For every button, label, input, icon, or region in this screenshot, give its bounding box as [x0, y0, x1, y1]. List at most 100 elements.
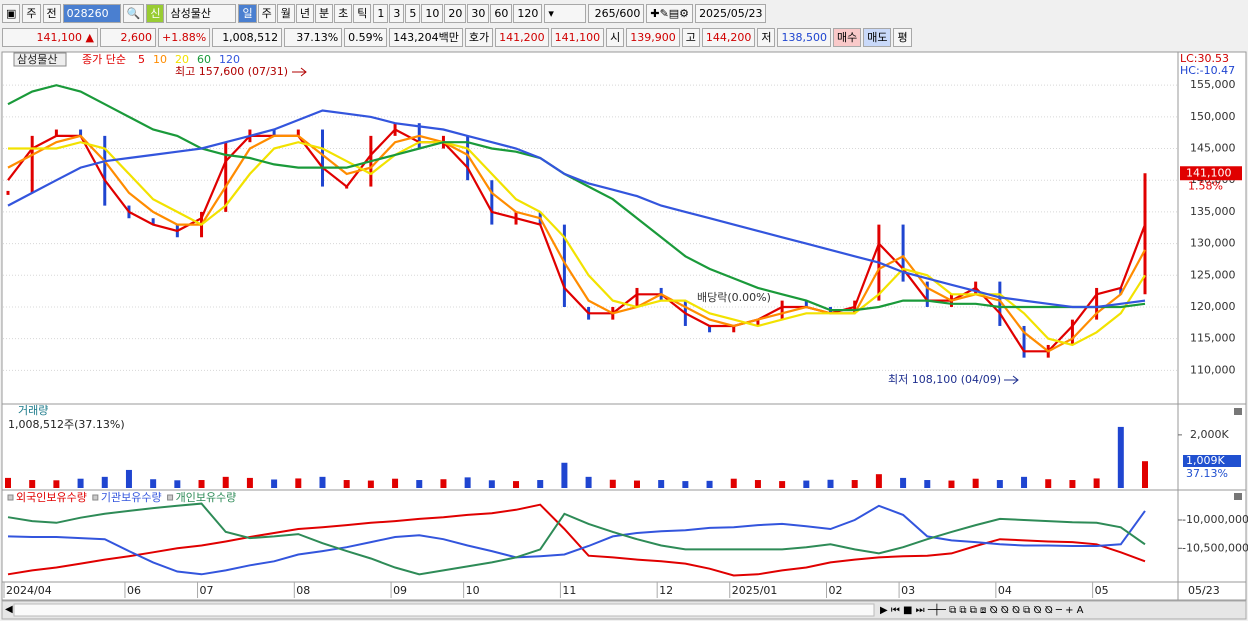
volume-bar [972, 478, 979, 488]
tool-button[interactable]: ✚✎▤⚙ [646, 4, 694, 23]
bid: 141,100 [550, 28, 605, 47]
count-group: 1 3 5 10 20 30 60 120 [373, 4, 543, 23]
y-tick-label: 110,000 [1190, 363, 1236, 376]
volume-bar [851, 480, 858, 488]
volume-bar [1142, 461, 1148, 488]
x-tick-label: 11 [562, 584, 576, 597]
volume-bar [730, 478, 737, 488]
volume-bar [513, 481, 520, 488]
volume-bar [633, 480, 640, 488]
x-tick-label: 07 [200, 584, 214, 597]
shown-count[interactable]: 265/600 [588, 4, 645, 23]
volume-bar [295, 478, 302, 488]
y-tick-label: 155,000 [1190, 78, 1236, 91]
volume-rate: 37.13% [284, 28, 343, 47]
lc-label: LC:30.53 [1180, 52, 1229, 65]
rate: +1.88% [158, 28, 211, 47]
annotation: 배당락(0.00%) [697, 291, 771, 304]
volume-tag-rate: 37.13% [1186, 467, 1228, 480]
count-button[interactable]: 20 [444, 4, 467, 23]
buy-button[interactable]: 매수 [832, 28, 862, 47]
sell-button[interactable]: 매도 [863, 28, 892, 47]
price-tag [1180, 166, 1242, 181]
credit-badge: 신 [146, 4, 165, 23]
volume-bar [392, 478, 399, 488]
volume: 1,008,512 [212, 28, 283, 47]
dropdown[interactable]: ▾ [544, 4, 587, 23]
low-label: 저 [757, 28, 776, 47]
count-button[interactable]: 60 [490, 4, 513, 23]
volume-bar [682, 481, 689, 488]
change: 2,600 [100, 28, 156, 47]
stock-name[interactable]: 삼성물산 [166, 4, 237, 23]
series-line [7, 504, 1146, 576]
count-button[interactable]: 30 [467, 4, 490, 23]
y-tick-label: -10,500,000 [1182, 541, 1248, 554]
total: /600 [615, 7, 641, 20]
period-select[interactable]: 주 [22, 4, 41, 23]
panel-subtitle: 1,008,512주(37.13%) [8, 418, 125, 431]
close-button[interactable] [1234, 493, 1242, 500]
volume-bar [464, 477, 471, 488]
interval-button[interactable]: 년 [295, 4, 314, 23]
volume-bar [827, 479, 834, 488]
y-tick-label: 135,000 [1190, 205, 1236, 218]
scroll-controls[interactable]: ▶ ⏮ ■ ⏭ ─┼─ ⧉ ⧉ ⧉ ⧈ ⦰ ⦰ ⦰ ⧉ ⦰ ⦰ ─ + A [880, 603, 1084, 616]
legend-marker [167, 494, 174, 501]
search-button[interactable]: 🔍 [122, 4, 145, 23]
x-tick-label: 10 [466, 584, 480, 597]
interval-button[interactable]: 주 [257, 4, 276, 23]
volume-bar [609, 479, 616, 488]
volume-bar [150, 479, 157, 488]
volume-bar [77, 478, 84, 488]
interval-button[interactable]: 틱 [353, 4, 372, 23]
interval-button[interactable]: 분 [314, 4, 334, 23]
range-select[interactable]: 전 [42, 4, 61, 23]
interval-button[interactable]: 월 [276, 4, 295, 23]
avg-button[interactable]: 평 [893, 28, 912, 47]
annotation: 최고 157,600 (07/31) [175, 65, 288, 78]
y-tick-label: 130,000 [1190, 237, 1236, 250]
series-line [8, 141, 1146, 347]
x-tick-label: 09 [393, 584, 407, 597]
high: 144,200 [701, 28, 756, 47]
x-tick-label: 05 [1095, 584, 1109, 597]
volume-bar [271, 479, 278, 488]
x-tick-label: 12 [659, 584, 673, 597]
x-tick-label: 2025/01 [732, 584, 778, 597]
legend-entry: 기관보유수량 [101, 491, 162, 504]
volume-bar [125, 469, 132, 488]
count-button[interactable]: 5 [405, 4, 421, 23]
volume-bar [101, 476, 108, 488]
x-tick-label: 08 [296, 584, 310, 597]
legend-title: 종가 단순 [82, 53, 126, 66]
volume-bar [319, 476, 326, 488]
close-button[interactable] [1234, 408, 1242, 415]
quote-bar: 141,100 ▲ 2,600 +1.88% 1,008,512 37.13% … [2, 28, 912, 47]
volume-bar [561, 462, 568, 488]
volume-bar [222, 476, 229, 488]
volume-bar [996, 480, 1003, 488]
volume-bar [754, 480, 761, 488]
scroll-thumb[interactable] [13, 603, 875, 617]
count-button[interactable]: 1 [373, 4, 389, 23]
volume-bar [246, 477, 253, 488]
x-tick-label: 02 [829, 584, 843, 597]
count-button[interactable]: 3 [389, 4, 405, 23]
turnover: 0.59% [344, 28, 388, 47]
code-input[interactable]: 028260 [62, 4, 121, 23]
date-input[interactable]: 2025/05/23 [695, 4, 767, 23]
icon-button[interactable]: ▣ [2, 4, 21, 23]
volume-bar [5, 477, 11, 488]
open-label: 시 [606, 28, 625, 47]
legend-entry: 60 [197, 53, 211, 66]
count-button[interactable]: 10 [421, 4, 444, 23]
interval-button[interactable]: 초 [334, 4, 353, 23]
volume-tag-label: 1,009K [1186, 454, 1225, 467]
y-tick-label: 2,000K [1190, 428, 1229, 441]
count-button[interactable]: 120 [513, 4, 543, 23]
scroll-left[interactable]: ◀ [5, 604, 13, 615]
interval-button[interactable]: 일 [238, 4, 257, 23]
